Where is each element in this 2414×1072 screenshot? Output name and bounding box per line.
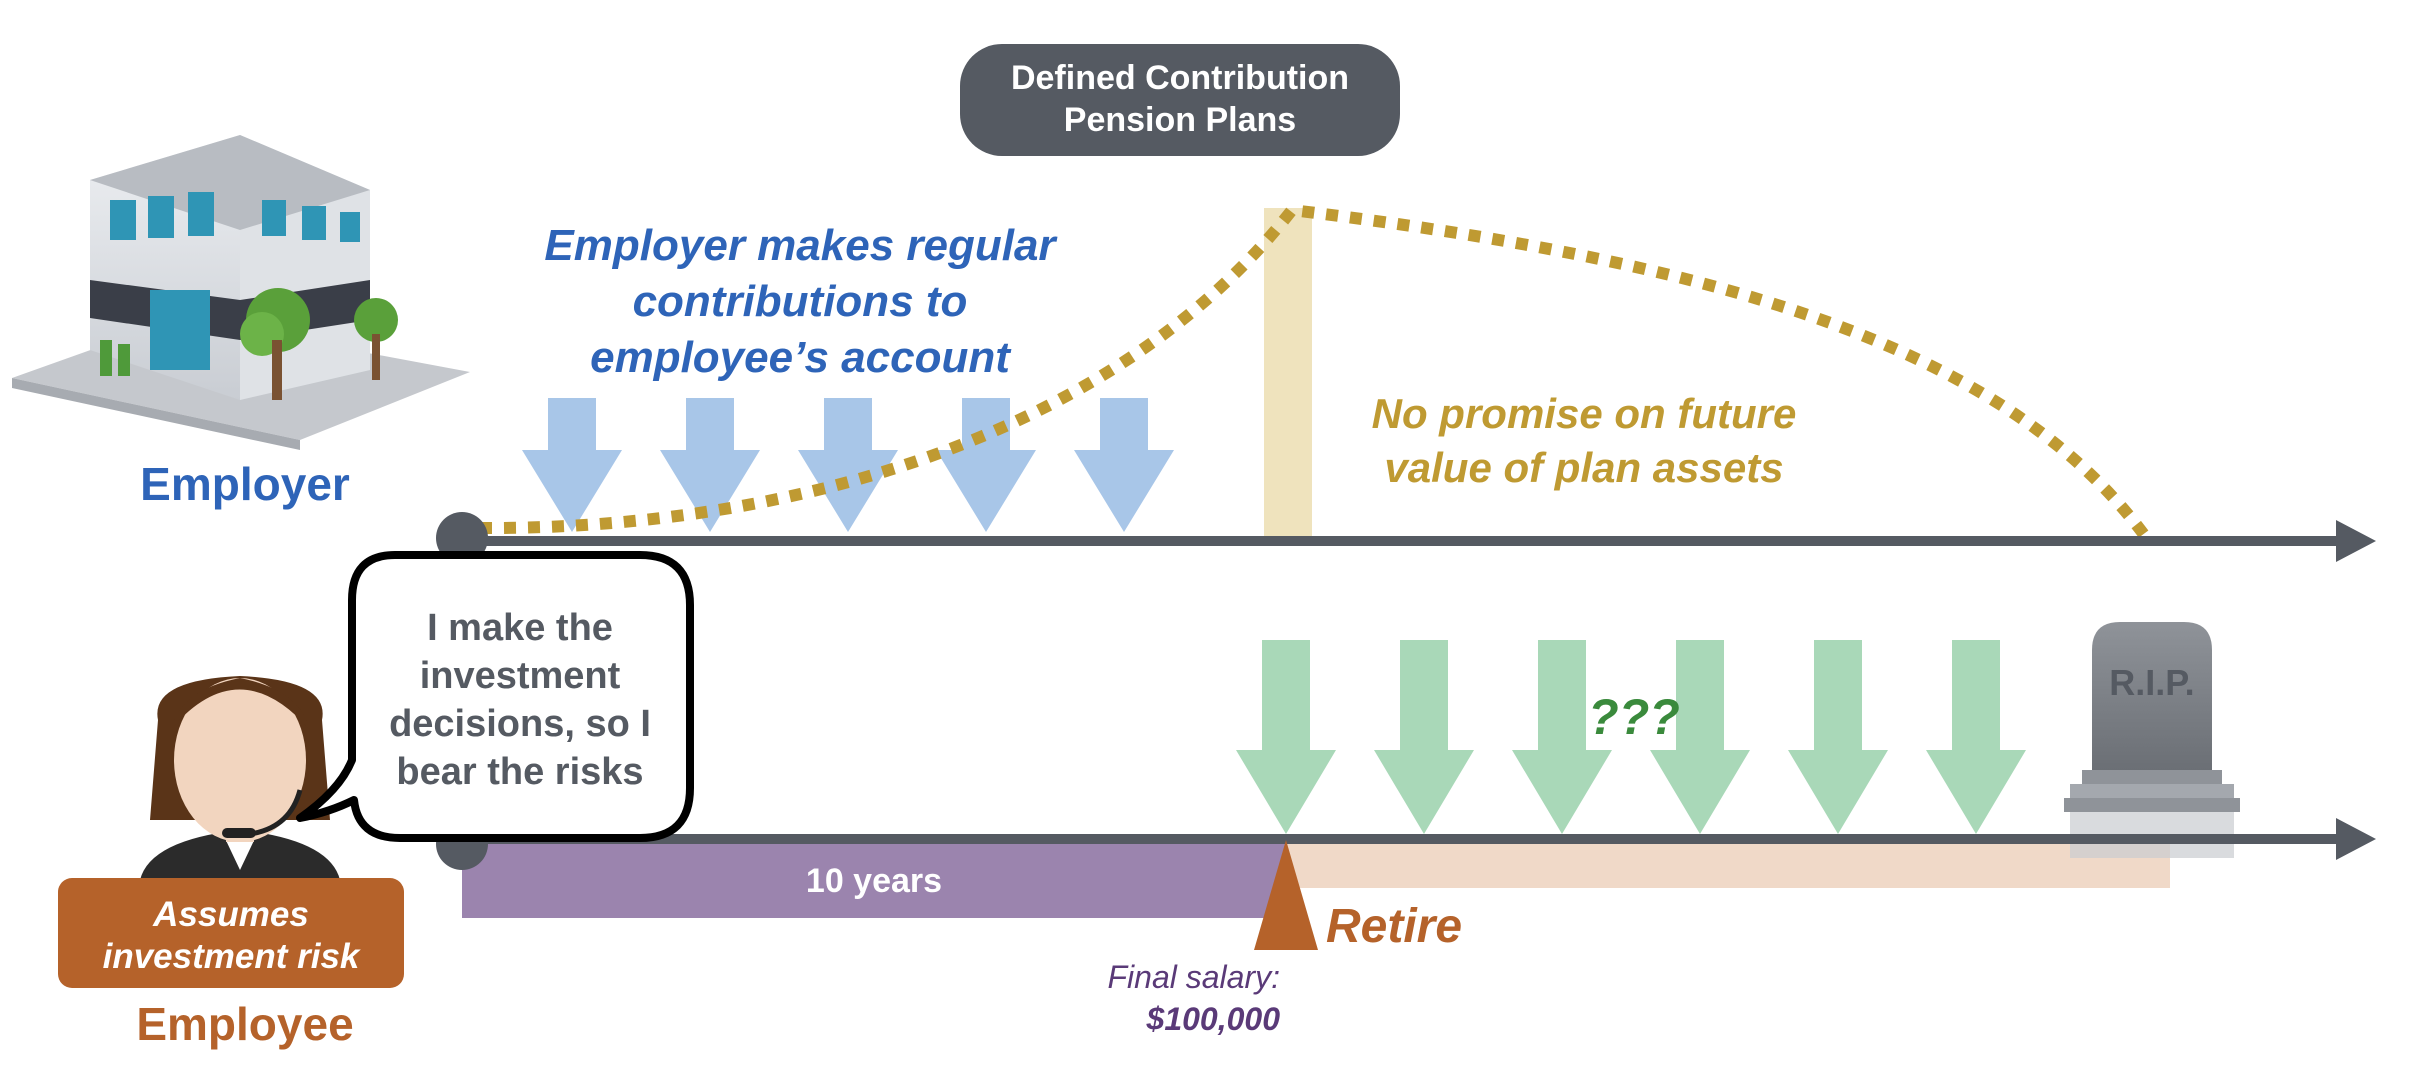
work-period-bar (462, 842, 1286, 918)
office-building-icon (12, 135, 470, 450)
diagram-title: Defined Contribution Pension Plans (960, 44, 1400, 156)
payout-uncertainty-label: ??? (1588, 689, 1680, 745)
contribution-line-1: Employer makes regular (544, 221, 1058, 270)
employer-timeline (436, 512, 2376, 564)
employer-label: Employer (140, 458, 350, 510)
contribution-arrows (522, 398, 1174, 532)
payout-arrow (1236, 640, 1336, 834)
work-period-label: 10 years (806, 862, 942, 900)
title-line-1: Defined Contribution (1011, 59, 1349, 97)
future-value-note: No promise on future value of plan asset… (1372, 390, 1797, 491)
tombstone-icon (2064, 622, 2240, 858)
bubble-line-3: decisions, so I (389, 703, 651, 745)
employee-label: Employee (136, 998, 353, 1050)
contribution-line-3: employee’s account (590, 333, 1012, 382)
contribution-arrow (1074, 398, 1174, 532)
retire-marker (1254, 840, 1318, 950)
contribution-arrow (522, 398, 622, 532)
employer-contribution-text: Employer makes regular contributions to … (544, 221, 1058, 382)
contribution-arrow (798, 398, 898, 532)
payout-arrow (1926, 640, 2026, 834)
future-value-line-1: No promise on future (1372, 390, 1797, 437)
retirement-period-band (1286, 842, 2170, 888)
title-line-2: Pension Plans (1064, 101, 1296, 139)
contribution-arrow (660, 398, 760, 532)
payout-arrow (1374, 640, 1474, 834)
tombstone-label: R.I.P. (2109, 662, 2194, 703)
future-value-line-2: value of plan assets (1384, 444, 1783, 491)
contribution-arrow (936, 398, 1036, 532)
bubble-line-1: I make the (427, 607, 613, 649)
investment-risk-badge: Assumes investment risk (58, 878, 404, 988)
bubble-line-2: investment (420, 655, 621, 697)
bubble-line-4: bear the risks (396, 751, 643, 793)
badge-line-2: investment risk (103, 937, 361, 976)
payout-arrows (1236, 640, 2026, 834)
retire-label: Retire (1326, 900, 1462, 953)
employee-speech-bubble: I make the investment decisions, so I be… (296, 551, 694, 842)
payout-arrow (1788, 640, 1888, 834)
final-salary-label: Final salary: (1108, 959, 1281, 995)
retirement-date-band (1264, 208, 1312, 538)
employee-headset-avatar-icon (140, 676, 340, 880)
payout-arrow (1650, 640, 1750, 834)
final-salary-value: $100,000 (1146, 1001, 1281, 1037)
contribution-line-2: contributions to (633, 277, 968, 326)
badge-line-1: Assumes (152, 895, 309, 934)
payout-arrow (1512, 640, 1612, 834)
